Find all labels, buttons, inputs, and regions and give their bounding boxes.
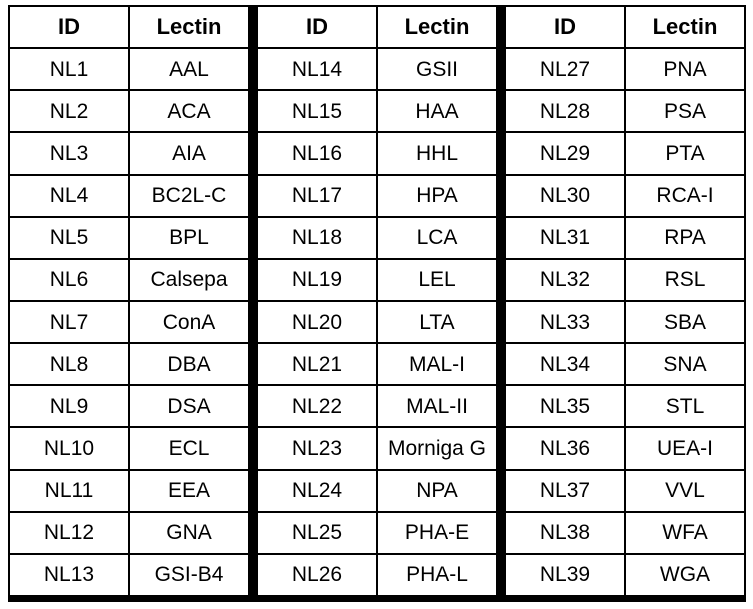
id-cell: NL28: [506, 91, 624, 132]
lectin-cell: PSA: [626, 91, 744, 132]
lectin-cell: DSA: [130, 386, 248, 427]
id-cell: NL16: [258, 133, 376, 174]
id-cell: NL24: [258, 470, 376, 511]
lectin-column-header: Lectin: [130, 7, 248, 48]
id-cell: NL31: [506, 217, 624, 258]
lectin-cell: PHA-E: [378, 512, 496, 553]
id-cell: NL36: [506, 428, 624, 469]
lectin-column-header: Lectin: [626, 7, 744, 48]
id-cell: NL20: [258, 301, 376, 343]
lectin-cell: LCA: [378, 217, 496, 258]
lectin-cell: RCA-I: [626, 175, 744, 216]
lectin-cell: LTA: [378, 301, 496, 343]
lectin-cell: UEA-I: [626, 428, 744, 469]
lectin-cell: GNA: [130, 512, 248, 553]
id-cell: NL29: [506, 133, 624, 174]
lectin-cell: AAL: [130, 49, 248, 90]
lectin-cell: SBA: [626, 301, 744, 343]
id-cell: NL39: [506, 554, 624, 595]
id-cell: NL25: [258, 512, 376, 553]
id-cell: NL27: [506, 49, 624, 90]
id-cell: NL33: [506, 301, 624, 343]
lectin-cell: HHL: [378, 133, 496, 174]
lectin-cell: BC2L-C: [130, 175, 248, 216]
lectin-cell: ACA: [130, 91, 248, 132]
lectin-id-table: ID Lectin NL1 AAL NL2 ACA NL3 AIA NL4 BC2L-C NL5 BP…: [8, 5, 746, 602]
table-section-divider: [248, 7, 258, 595]
lectin-cell: SNA: [626, 344, 744, 385]
id-cell: NL35: [506, 386, 624, 427]
id-cell: NL6: [10, 259, 128, 300]
lectin-cell: PTA: [626, 133, 744, 174]
lectin-cell: Morniga G: [378, 428, 496, 469]
id-cell: NL5: [10, 217, 128, 258]
lectin-cell: PNA: [626, 49, 744, 90]
id-cell: NL22: [258, 386, 376, 427]
id-cell: NL37: [506, 470, 624, 511]
id-cell: NL2: [10, 91, 128, 132]
id-cell: NL3: [10, 133, 128, 174]
id-cell: NL4: [10, 175, 128, 216]
lectin-cell: WFA: [626, 512, 744, 553]
lectin-cell: LEL: [378, 259, 496, 300]
id-cell: NL1: [10, 49, 128, 90]
id-cell: NL21: [258, 344, 376, 385]
lectin-cell: RPA: [626, 217, 744, 258]
lectin-cell: VVL: [626, 470, 744, 511]
id-column-header: ID: [10, 7, 128, 48]
lectin-cell: STL: [626, 386, 744, 427]
lectin-cell: Calsepa: [130, 259, 248, 300]
lectin-cell: WGA: [626, 554, 744, 595]
lectin-subtable-3: ID Lectin NL27 PNA NL28 PSA NL29 PTA NL30 RCA-I NL…: [506, 7, 744, 595]
lectin-cell: NPA: [378, 470, 496, 511]
id-cell: NL8: [10, 344, 128, 385]
lectin-cell: EEA: [130, 470, 248, 511]
id-cell: NL13: [10, 554, 128, 595]
table-section-divider: [496, 7, 506, 595]
id-cell: NL26: [258, 554, 376, 595]
lectin-column-header: Lectin: [378, 7, 496, 48]
lectin-subtable-1: ID Lectin NL1 AAL NL2 ACA NL3 AIA NL4 BC2L-C NL5 BP…: [10, 7, 248, 595]
id-cell: NL32: [506, 259, 624, 300]
lectin-cell: ConA: [130, 301, 248, 343]
lectin-cell: DBA: [130, 344, 248, 385]
lectin-subtable-2: ID Lectin NL14 GSII NL15 HAA NL16 HHL NL17 HPA NL1…: [258, 7, 496, 595]
lectin-cell: GSI-B4: [130, 554, 248, 595]
id-cell: NL12: [10, 512, 128, 553]
id-cell: NL23: [258, 428, 376, 469]
lectin-cell: HAA: [378, 91, 496, 132]
id-cell: NL18: [258, 217, 376, 258]
id-cell: NL14: [258, 49, 376, 90]
id-column-header: ID: [506, 7, 624, 48]
id-cell: NL11: [10, 470, 128, 511]
id-cell: NL30: [506, 175, 624, 216]
id-cell: NL17: [258, 175, 376, 216]
lectin-cell: AIA: [130, 133, 248, 174]
id-column-header: ID: [258, 7, 376, 48]
id-cell: NL7: [10, 301, 128, 343]
id-cell: NL19: [258, 259, 376, 300]
lectin-cell: BPL: [130, 217, 248, 258]
lectin-cell: PHA-L: [378, 554, 496, 595]
lectin-cell: MAL-I: [378, 344, 496, 385]
lectin-cell: GSII: [378, 49, 496, 90]
lectin-cell: RSL: [626, 259, 744, 300]
id-cell: NL38: [506, 512, 624, 553]
lectin-cell: HPA: [378, 175, 496, 216]
id-cell: NL34: [506, 344, 624, 385]
id-cell: NL9: [10, 386, 128, 427]
lectin-cell: ECL: [130, 428, 248, 469]
id-cell: NL10: [10, 428, 128, 469]
lectin-cell: MAL-II: [378, 386, 496, 427]
id-cell: NL15: [258, 91, 376, 132]
